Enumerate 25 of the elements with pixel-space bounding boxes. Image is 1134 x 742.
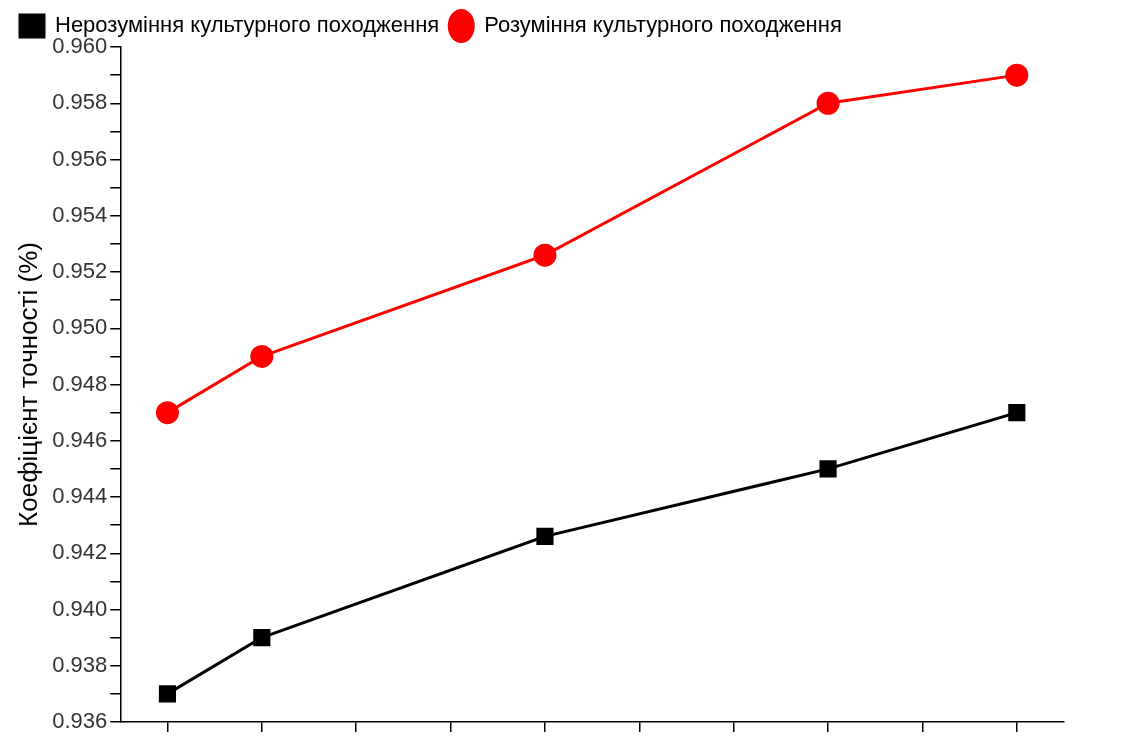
point [155,401,179,425]
y-tick-label: 0.952 [52,258,108,284]
point [1005,63,1029,87]
y-tick-label: 0.958 [52,89,108,115]
legend-label: Розуміння культурного походження [484,12,842,38]
point [816,91,840,115]
legend-label: Нерозуміння культурного походження [55,12,440,38]
point [158,685,177,703]
point [250,344,274,368]
point [253,629,271,647]
y-tick-label: 0.940 [52,595,108,621]
y-tick-label: 0.956 [52,145,108,171]
y-axis-title: Коефіцієнт точності (%) [12,242,43,527]
point [1008,404,1026,422]
y-tick-label: 0.936 [52,708,108,734]
point [533,243,557,267]
y-tick-label: 0.938 [52,651,108,677]
y-tick-label: 0.948 [52,370,108,396]
y-tick-label: 0.950 [52,314,108,340]
y-tick-label: 0.942 [52,539,108,565]
y-tick-label: 0.954 [52,201,108,227]
y-tick-label: 0.946 [52,426,108,452]
point [536,527,554,545]
point [819,460,837,478]
y-tick-label: 0.944 [52,483,108,509]
